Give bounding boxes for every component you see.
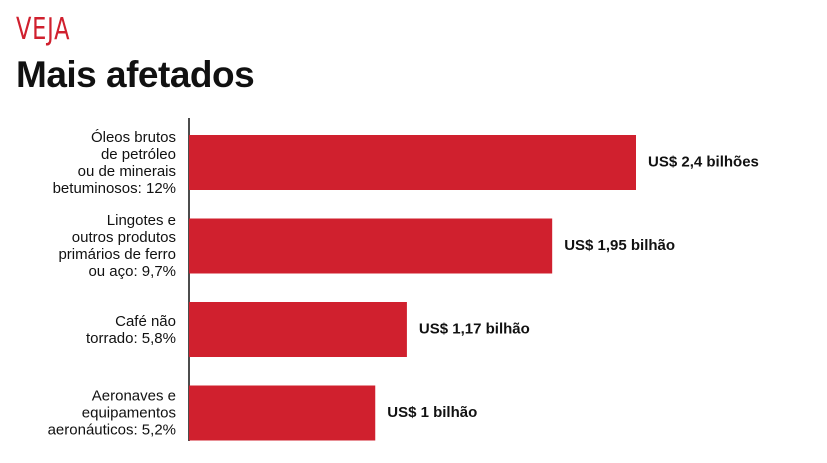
- value-label: US$ 1,95 bilhão: [564, 237, 675, 254]
- bar: [189, 302, 407, 357]
- category-label: Óleos brutos de petróleo ou de minerais …: [52, 128, 176, 197]
- value-label: US$ 1 bilhão: [387, 404, 477, 421]
- bar: [189, 218, 553, 274]
- chart-title: Mais afetados: [16, 54, 255, 95]
- category-label: Café não torrado: 5,8%: [85, 312, 176, 347]
- bar: [189, 385, 376, 441]
- category-label: Aeronaves e equipamentos aeronáuticos: 5…: [47, 387, 176, 439]
- brand: VEJA: [16, 12, 71, 47]
- category-label: Lingotes e outros produtos primários de …: [58, 212, 176, 280]
- value-label: US$ 1,17 bilhão: [419, 320, 530, 337]
- bar: [189, 135, 636, 190]
- value-label: US$ 2,4 bilhões: [648, 153, 759, 170]
